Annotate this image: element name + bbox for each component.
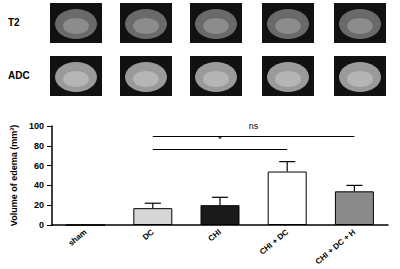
svg-text:T2: T2 — [8, 17, 20, 28]
svg-text:ns: ns — [249, 121, 259, 131]
svg-text:CHI + DC: CHI + DC — [258, 227, 290, 256]
svg-text:60: 60 — [34, 161, 44, 171]
svg-text:*: * — [218, 134, 222, 144]
svg-text:0: 0 — [39, 220, 44, 230]
svg-text:Volume of edema (mm³): Volume of edema (mm³) — [9, 125, 19, 226]
svg-text:CHI + DC + H: CHI + DC + H — [314, 227, 358, 266]
svg-text:20: 20 — [34, 200, 44, 210]
svg-text:80: 80 — [34, 141, 44, 151]
svg-text:DC: DC — [141, 227, 156, 241]
svg-text:sham: sham — [67, 228, 89, 248]
svg-text:40: 40 — [34, 180, 44, 190]
svg-text:ADC: ADC — [8, 70, 30, 81]
svg-text:100: 100 — [29, 121, 44, 131]
svg-text:CHI: CHI — [207, 228, 223, 244]
